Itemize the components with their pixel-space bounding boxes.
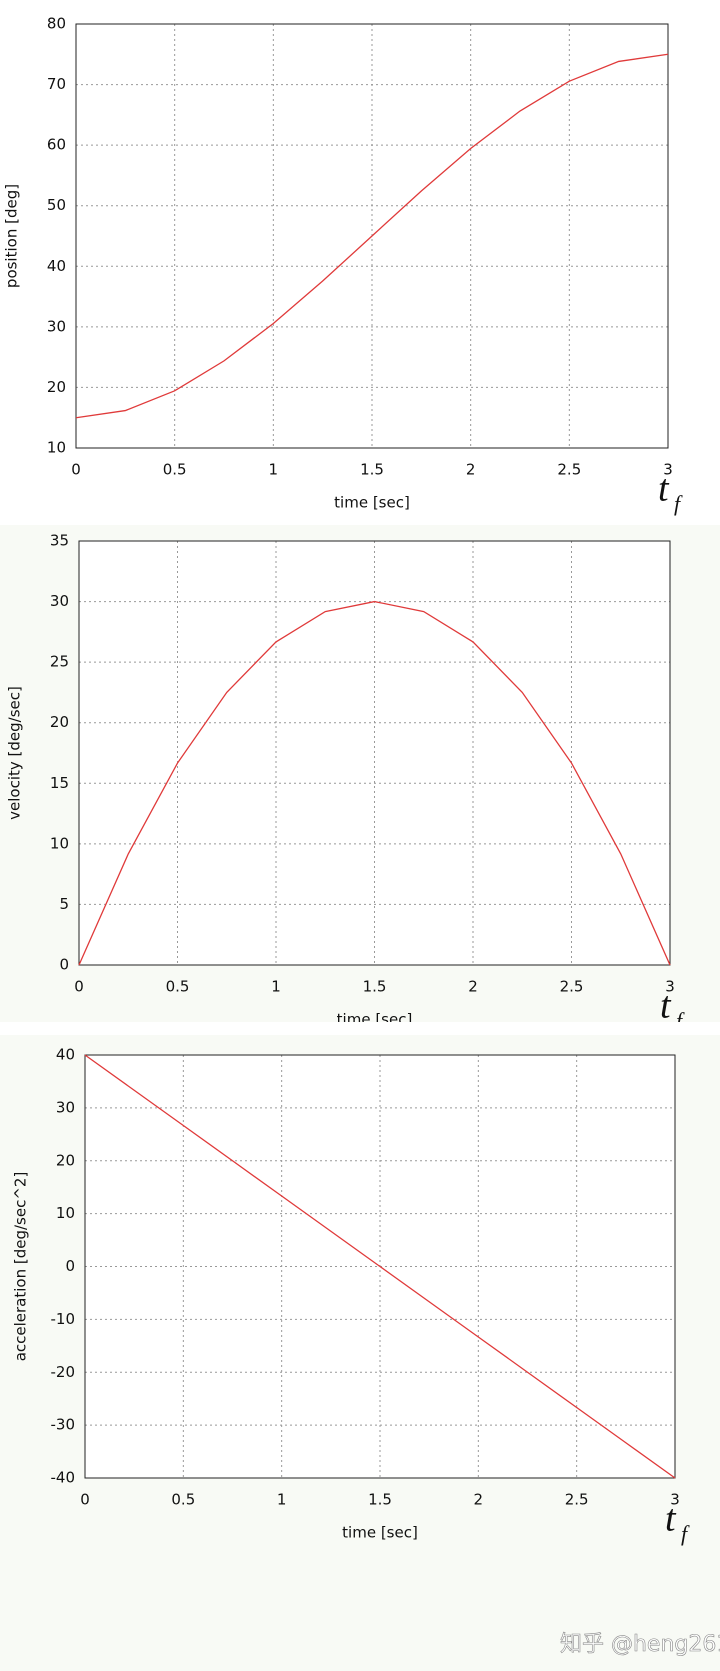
y-tick-label: 10	[47, 439, 66, 457]
x-axis-label: time [sec]	[337, 1011, 413, 1029]
y-tick-label: 50	[47, 196, 66, 214]
y-tick-label: 60	[47, 136, 66, 154]
x-tick-label: 2.5	[557, 461, 581, 479]
x-tick-label: 2	[468, 978, 478, 996]
x-tick-label: 3	[665, 978, 675, 996]
annotation-sub: f	[681, 1521, 690, 1546]
x-tick-label: 0.5	[171, 1491, 195, 1509]
y-axis-label: position [deg]	[3, 184, 21, 288]
y-tick-label: 35	[50, 532, 69, 550]
x-tick-label: 1.5	[368, 1491, 392, 1509]
x-tick-label: 1.5	[363, 978, 387, 996]
y-tick-label: 10	[56, 1204, 75, 1222]
x-tick-label: 1.5	[360, 461, 384, 479]
annotation: t	[660, 985, 672, 1027]
y-tick-label: 25	[50, 653, 69, 671]
y-tick-label: -30	[51, 1416, 76, 1434]
y-axis-label: velocity [deg/sec]	[6, 686, 24, 820]
y-tick-label: 20	[47, 378, 66, 396]
x-tick-label: 2	[466, 461, 476, 479]
data-line	[78, 600, 671, 966]
x-tick-label: 2	[474, 1491, 484, 1509]
annotation: t	[658, 468, 670, 510]
x-tick-label: 1	[271, 978, 281, 996]
chart: 0 5 10 15 20 25 30 35 0 0.5 1 1.5 2 2.5 3 time [sec] vel…	[6, 532, 686, 1033]
x-tick-label: 0	[74, 978, 84, 996]
annotation: t	[665, 1498, 677, 1540]
y-axis-label: acceleration [deg/sec^2]	[12, 1172, 30, 1362]
chart: 10 20 30 40 50 60 70 80 0 0.5 1 1.5 2 2.5 3 time [sec] p…	[3, 15, 684, 517]
y-tick-label: 0	[59, 956, 69, 974]
y-tick-label: 30	[50, 592, 69, 610]
x-tick-label: 0.5	[166, 978, 190, 996]
y-tick-label: 70	[47, 75, 66, 93]
y-tick-label: 40	[47, 257, 66, 275]
plot-frame	[84, 1054, 676, 1479]
y-tick-label: 20	[50, 713, 69, 731]
x-tick-label: 0	[71, 461, 81, 479]
x-axis-label: time [sec]	[342, 1524, 418, 1542]
chart: -40 -30 -20 -10 0 10 20 30 40 0 0.5 1 1.5 2 2.5 3 time […	[12, 1046, 691, 1547]
annotation-sub: f	[676, 1008, 685, 1033]
x-tick-label: 0	[80, 1491, 90, 1509]
y-tick-label: 15	[50, 774, 69, 792]
x-tick-label: 0.5	[163, 461, 187, 479]
watermark: 知乎 @heng2617	[560, 1632, 720, 1657]
y-tick-label: 30	[56, 1098, 75, 1116]
y-tick-label: -20	[51, 1363, 76, 1381]
plot-frame	[75, 23, 669, 449]
x-tick-label: 1	[269, 461, 279, 479]
y-tick-label: -40	[51, 1469, 76, 1487]
annotation-sub: f	[674, 491, 683, 516]
y-tick-label: 0	[65, 1257, 75, 1275]
plot-frame	[78, 540, 671, 966]
x-axis-label: time [sec]	[334, 494, 410, 512]
y-tick-label: 40	[56, 1046, 75, 1064]
x-tick-label: 3	[670, 1491, 680, 1509]
x-tick-label: 2.5	[560, 978, 584, 996]
x-tick-label: 3	[663, 461, 673, 479]
data-line	[84, 1054, 676, 1479]
y-tick-label: 80	[47, 15, 66, 33]
y-tick-label: -10	[51, 1310, 76, 1328]
y-tick-label: 10	[50, 834, 69, 852]
y-tick-label: 30	[47, 317, 66, 335]
y-tick-label: 20	[56, 1151, 75, 1169]
x-tick-label: 1	[277, 1491, 287, 1509]
x-tick-label: 2.5	[565, 1491, 589, 1509]
y-tick-label: 5	[59, 895, 69, 913]
data-line	[75, 53, 669, 419]
